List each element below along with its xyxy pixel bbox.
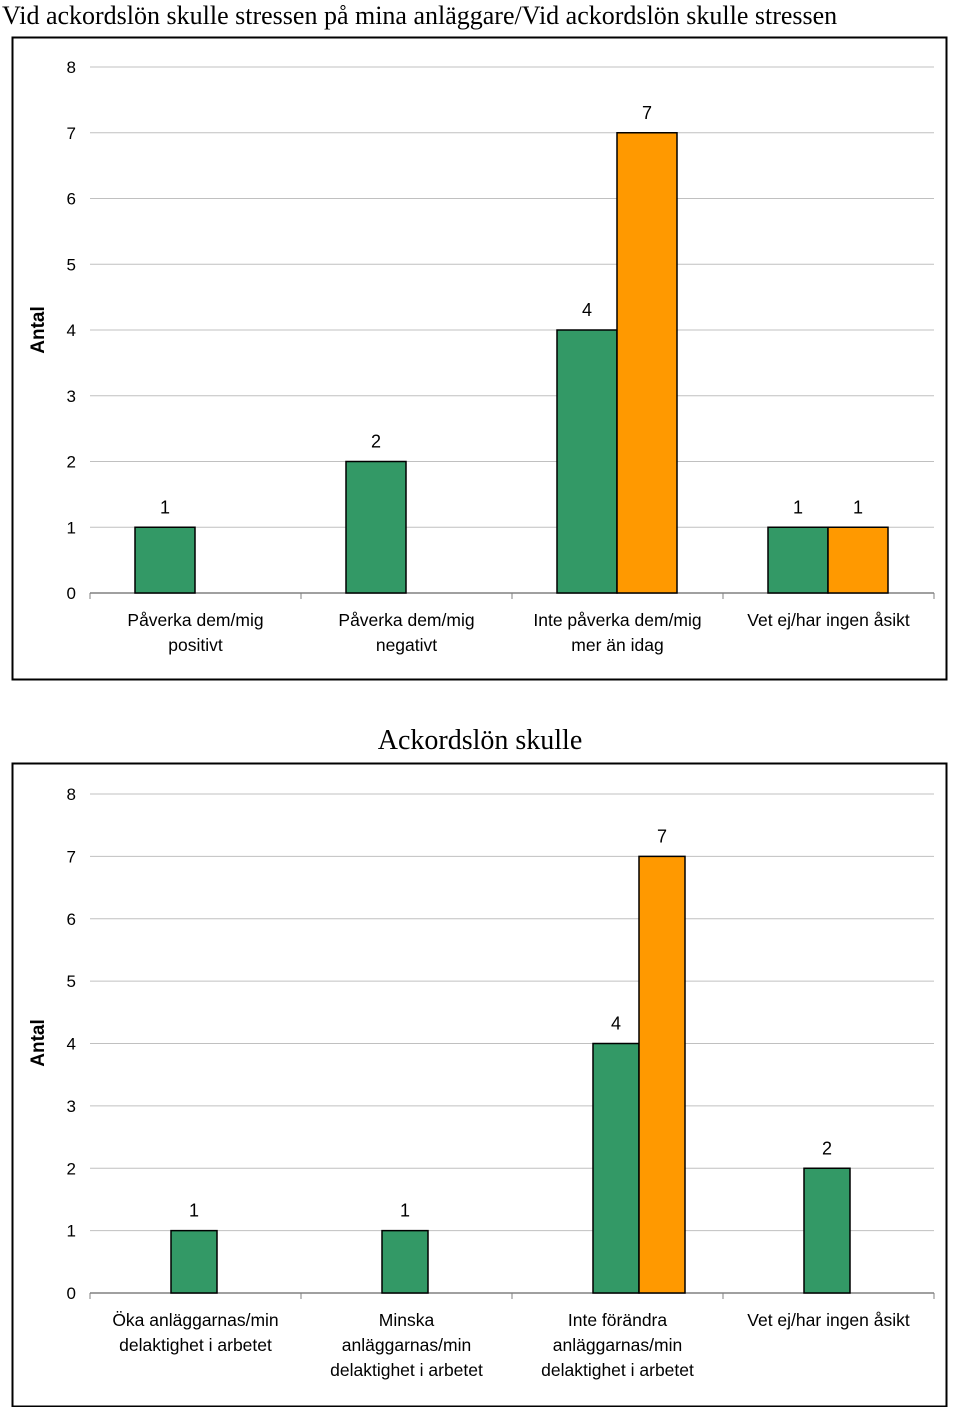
chart-2-category-label: Minska <box>379 1310 435 1330</box>
chart-1-data-label: 1 <box>793 497 803 517</box>
chart-1-bar-1-series-1 <box>134 526 196 594</box>
chart-1-data-label: 2 <box>371 432 381 452</box>
chart-1-y-tick-label: 3 <box>67 387 76 406</box>
chart-1-y-tick-label: 0 <box>67 584 76 603</box>
chart-1-category-label: negativt <box>376 635 437 655</box>
chart-1-frame <box>11 36 948 681</box>
chart-1-y-tick-label: 2 <box>67 453 76 472</box>
chart-2-y-tick-label: 2 <box>67 1159 76 1178</box>
chart-2-y-tick-label: 4 <box>67 1035 76 1054</box>
chart-1-category-label: positivt <box>168 635 223 655</box>
chart-1-data-label: 7 <box>642 103 652 123</box>
chart-2-y-tick-label: 1 <box>67 1222 76 1241</box>
chart-2-bar-3-series-1 <box>592 1042 640 1294</box>
chart-2-data-label: 1 <box>189 1201 199 1221</box>
chart-2-y-tick-label: 5 <box>67 972 76 991</box>
chart-2-bar-3-series-2 <box>638 855 686 1294</box>
chart-1-y-tick-label: 6 <box>67 190 76 209</box>
chart-2-title: Ackordslön skulle <box>378 725 583 756</box>
chart-1-bar-4-series-2 <box>827 526 889 594</box>
chart-1-category-label: Vet ej/har ingen åsikt <box>747 610 910 630</box>
chart-2-bar-4-series-1 <box>803 1167 851 1294</box>
page-title: Vid ackordslön skulle stressen på mina a… <box>2 1 838 30</box>
chart-2-y-tick-label: 8 <box>67 785 76 804</box>
chart-2-y-tick-label: 3 <box>67 1097 76 1116</box>
chart-2-category-label: delaktighet i arbetet <box>330 1360 483 1380</box>
chart-2-bar-2-series-1 <box>381 1229 429 1294</box>
chart-1-y-tick-label: 5 <box>67 255 76 274</box>
chart-2-category-label: delaktighet i arbetet <box>119 1335 272 1355</box>
chart-1-category-label: Påverka dem/mig <box>338 610 474 630</box>
chart-2-data-label: 1 <box>400 1201 410 1221</box>
chart-2-y-tick-label: 0 <box>67 1284 76 1303</box>
chart-2-bar-1-series-1 <box>170 1229 218 1294</box>
chart-1-category-label: Påverka dem/mig <box>127 610 263 630</box>
chart-2-y-tick-label: 7 <box>67 847 76 866</box>
chart-1-y-tick-label: 1 <box>67 518 76 537</box>
chart-2-category-label: Inte förändra <box>568 1310 667 1330</box>
chart-1-bar-2-series-1 <box>345 460 407 594</box>
chart-1-data-label: 4 <box>582 300 592 320</box>
chart-1-y-tick-label: 8 <box>67 58 76 77</box>
chart-1-category-label: Inte påverka dem/mig <box>533 610 701 630</box>
chart-1-y-tick-label: 4 <box>67 321 76 340</box>
chart-2-y-axis-label: Antal <box>28 1019 49 1067</box>
chart-2-y-tick-label: 6 <box>67 910 76 929</box>
chart-2-data-label: 7 <box>657 826 667 846</box>
chart-1-data-label: 1 <box>160 497 170 517</box>
chart-1-bar-3-series-2 <box>616 132 678 594</box>
chart-2-category-label: anläggarnas/min <box>342 1335 471 1355</box>
chart-1-bar-3-series-1 <box>556 329 618 594</box>
chart-2-data-label: 2 <box>822 1138 832 1158</box>
chart-2-category-label: anläggarnas/min <box>553 1335 682 1355</box>
chart-1-bar-4-series-1 <box>767 526 829 594</box>
chart-1-data-label: 1 <box>853 497 863 517</box>
chart-2-category-label: Vet ej/har ingen åsikt <box>747 1310 910 1330</box>
chart-2-category-label: delaktighet i arbetet <box>541 1360 694 1380</box>
chart-2-category-label: Öka anläggarnas/min <box>112 1310 278 1330</box>
chart-1-category-label: mer än idag <box>571 635 663 655</box>
chart-1-y-axis-label: Antal <box>28 306 49 354</box>
chart-2-data-label: 4 <box>611 1014 621 1034</box>
chart-1-y-tick-label: 7 <box>67 124 76 143</box>
